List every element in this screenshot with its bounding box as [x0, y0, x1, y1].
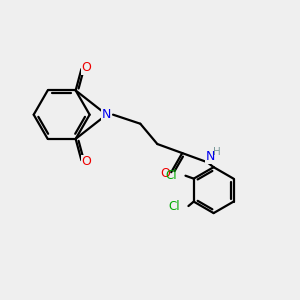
Text: H: H — [213, 147, 220, 157]
Text: N: N — [206, 150, 215, 164]
Text: O: O — [82, 61, 92, 74]
Text: N: N — [102, 108, 111, 121]
Text: O: O — [82, 155, 92, 168]
Text: Cl: Cl — [168, 200, 180, 212]
Text: Cl: Cl — [165, 169, 177, 182]
Text: O: O — [160, 167, 170, 180]
